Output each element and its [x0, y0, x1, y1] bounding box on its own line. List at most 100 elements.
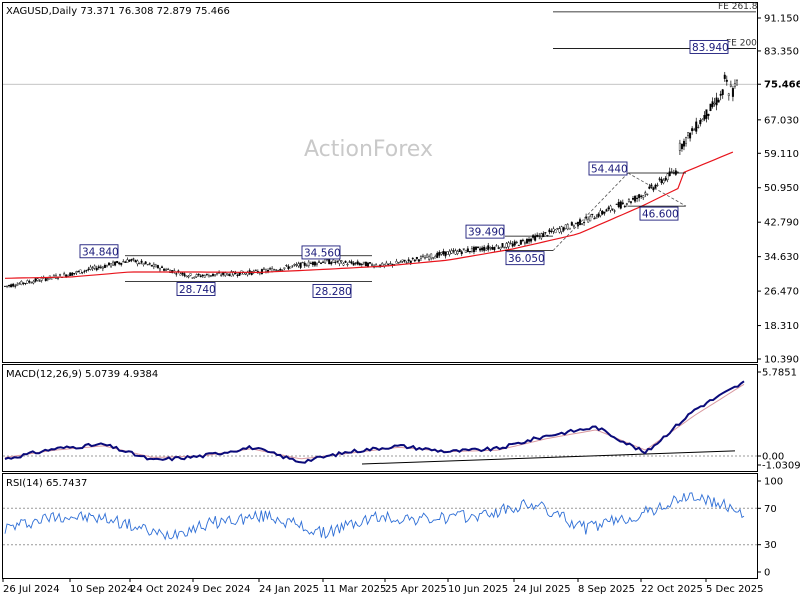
candle-body: [697, 126, 700, 128]
candle-body: [28, 281, 31, 283]
watermark: ActionForex: [304, 137, 433, 162]
candle-body: [313, 261, 316, 266]
candle-body: [209, 275, 212, 277]
y-tick-label: 18.310: [764, 321, 799, 332]
candle-body: [197, 273, 200, 276]
price-annotation-box: [505, 251, 545, 266]
rsi-panel-frame: [2, 473, 758, 579]
candle-body: [413, 259, 416, 262]
candle-body: [238, 272, 241, 276]
price-annotation-box: [176, 282, 216, 296]
candle-body: [428, 256, 431, 260]
price-annotation-box: [465, 224, 505, 239]
candle-body: [721, 89, 724, 95]
candle-body: [232, 271, 235, 276]
candle-body: [101, 266, 104, 269]
price-annotation-box: [639, 206, 679, 221]
candle-body: [156, 265, 159, 269]
candle-body: [81, 271, 84, 273]
candle-body: [73, 272, 76, 274]
candle-body: [623, 205, 626, 207]
x-tick-label: 25 Apr 2025: [385, 584, 447, 595]
candle-body: [103, 264, 106, 268]
candle-body: [8, 285, 11, 287]
candle-body: [517, 244, 520, 246]
rsi-header: RSI(14) 65.7437: [6, 478, 87, 489]
candle-body: [701, 119, 704, 122]
candle-body: [10, 284, 13, 288]
candle-body: [279, 269, 282, 271]
candle-body: [450, 250, 453, 254]
macd-header: MACD(12,26,9) 5.0739 4.9384: [6, 369, 158, 380]
y-tick-label: 5.7851: [762, 368, 797, 379]
candle-body: [214, 274, 217, 276]
candle-body: [110, 263, 113, 267]
rsi-line: [4, 492, 745, 541]
candle-body: [107, 262, 110, 266]
candle-body: [175, 273, 178, 275]
x-tick-label: 11 Mar 2025: [323, 584, 386, 595]
candle-body: [483, 246, 486, 251]
candle-body: [291, 265, 294, 267]
candle-body: [525, 239, 528, 244]
candle-body: [519, 239, 522, 245]
candle-body: [161, 266, 164, 268]
candle-body: [371, 263, 374, 267]
candle-body: [234, 272, 237, 275]
candle-body: [199, 275, 202, 278]
candle-body: [660, 178, 663, 184]
y-tick-label: 83.350: [764, 46, 799, 57]
macd-trendline: [361, 450, 736, 465]
candle-body: [421, 255, 424, 257]
candle-body: [146, 264, 149, 266]
candle-body: [358, 263, 361, 266]
y-tick-label: 26.470: [764, 287, 799, 298]
candle-body: [152, 263, 155, 268]
candle-body: [299, 262, 302, 268]
candle-body: [71, 272, 74, 276]
candle-body: [440, 252, 443, 255]
candle-body: [658, 178, 661, 180]
candle-body: [642, 195, 645, 198]
candle-body: [481, 247, 484, 251]
candle-body: [79, 269, 82, 274]
candle-body: [479, 248, 482, 251]
candle-body: [318, 261, 321, 263]
x-tick-label: 5 Dec 2025: [706, 584, 764, 595]
candle-body: [493, 246, 496, 250]
price-annotation: 34.840: [82, 246, 119, 258]
candle-body: [695, 121, 698, 132]
candle-body: [130, 259, 133, 261]
candle-body: [727, 93, 730, 96]
candle-body: [733, 83, 736, 87]
candle-body: [583, 222, 586, 224]
price-annotation-box: [301, 245, 341, 260]
candle-body: [572, 225, 575, 227]
candle-body: [126, 259, 129, 263]
candle-body: [254, 269, 257, 271]
candle-body: [625, 203, 628, 205]
candle-body: [613, 210, 616, 212]
candle-body: [485, 248, 488, 251]
candle-body: [589, 216, 592, 222]
candle-body: [634, 196, 637, 202]
candle-body: [163, 268, 166, 271]
candle-body: [666, 173, 669, 180]
candle-body: [336, 260, 339, 262]
candle-body: [552, 228, 555, 232]
candle-body: [387, 263, 390, 265]
candle-body: [89, 266, 92, 270]
candle-body: [201, 274, 204, 277]
candle-body: [362, 261, 365, 264]
candle-body: [562, 227, 565, 231]
candle-body: [116, 260, 119, 263]
candle-body: [578, 219, 581, 225]
price-panel-frame: [2, 2, 758, 363]
candle-body: [140, 260, 143, 263]
candle-body: [346, 263, 349, 266]
candle-body: [344, 260, 347, 263]
candle-body: [501, 243, 504, 248]
candle-body: [454, 250, 457, 255]
rsi-y-axis: 100 70 30 0: [3, 477, 783, 579]
candle-body: [403, 259, 406, 262]
